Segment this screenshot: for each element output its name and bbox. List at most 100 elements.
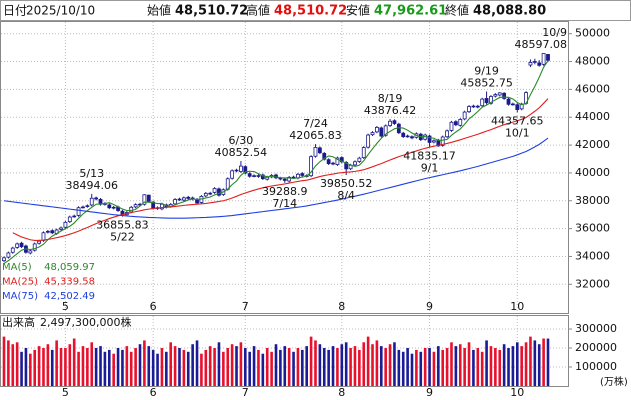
volume-bar: [270, 351, 273, 386]
volume-bar: [406, 348, 409, 386]
volume-bar: [353, 346, 357, 386]
candle-body: [89, 197, 94, 206]
volume-bar: [450, 342, 453, 386]
annotation-value: 40852.54: [215, 146, 268, 159]
volume-bar: [336, 348, 339, 386]
volume-bar: [445, 348, 449, 386]
candle-body: [410, 136, 414, 139]
candle-body: [480, 98, 485, 107]
volume-total: 2,497,300,000株: [40, 315, 131, 329]
volume-bar: [134, 348, 137, 386]
volume-bar: [217, 342, 221, 386]
candle-body: [45, 230, 50, 233]
annotation-date: 10/9: [542, 26, 567, 39]
volume-bar: [322, 348, 326, 386]
high-value: 48,510.72: [274, 4, 347, 19]
candle-body: [506, 98, 511, 105]
volume-bar: [90, 342, 94, 386]
volume-bar: [331, 346, 335, 386]
annotation-value: 39288.9: [262, 185, 308, 198]
x-tick-label: 8: [338, 386, 345, 399]
annotation-date: 8/4: [337, 189, 355, 202]
candle-body: [449, 121, 454, 131]
volume-bar: [235, 346, 238, 386]
candle-body: [392, 120, 397, 124]
volume-bar: [99, 346, 102, 386]
volume-bar: [226, 348, 230, 386]
volume-bar: [178, 348, 181, 386]
candle-body: [181, 197, 186, 201]
candle-body: [63, 221, 68, 228]
volume-bar: [81, 346, 85, 386]
volume-bar: [46, 344, 50, 386]
volume-bar: [143, 340, 146, 386]
volume-bar: [384, 348, 387, 386]
y-tick-label: 38000: [575, 194, 610, 207]
annotation-value: 48597.08: [515, 38, 568, 51]
candle-body: [81, 206, 85, 209]
volume-bar: [68, 344, 72, 386]
annotation-value: 43876.42: [364, 104, 417, 117]
annotation-value: 39850.52: [320, 177, 373, 190]
open-label: 始値: [147, 3, 171, 18]
volume-bar: [480, 351, 484, 386]
candle-body: [515, 104, 520, 110]
legend-label: MA(75): [2, 291, 38, 302]
candle-body: [247, 173, 252, 177]
volume-bar: [7, 340, 10, 386]
volume-panel: [0, 315, 569, 387]
candle-body: [383, 125, 388, 136]
candle-body: [72, 215, 77, 218]
volume-bar: [15, 342, 19, 386]
candle-body: [107, 204, 112, 209]
volume-bar: [200, 353, 203, 386]
volume-bar: [33, 349, 37, 386]
volume-bar: [112, 353, 115, 386]
legend-value: 42,502.49: [44, 291, 95, 302]
x-tick-label: 9: [426, 300, 433, 313]
volume-bar: [463, 348, 466, 386]
candle-body: [300, 173, 305, 176]
candle-body: [326, 159, 331, 164]
volume-bar: [498, 349, 502, 386]
volume-title: 出来高: [2, 315, 35, 329]
annotation-value: 36855.83: [96, 219, 149, 232]
y-tick-label: 34000: [575, 249, 610, 262]
x-tick-label: 9: [426, 386, 433, 399]
candle-body: [133, 204, 138, 208]
volume-bar: [121, 349, 124, 386]
annotation-date: 5/13: [79, 167, 104, 180]
volume-bar: [388, 344, 392, 386]
candle-body: [212, 188, 217, 193]
volume-bar: [103, 351, 107, 386]
candle-body: [458, 119, 463, 126]
volume-bar: [274, 344, 278, 386]
annotation-date: 8/19: [378, 92, 403, 105]
annotation-date: 6/30: [229, 134, 254, 147]
volume-bar: [366, 336, 370, 386]
volume-bar: [42, 348, 45, 386]
volume-bar: [292, 351, 295, 386]
volume-bar: [55, 340, 58, 386]
candle-body: [511, 103, 515, 106]
candle-body: [287, 176, 292, 182]
candle-body: [234, 169, 239, 172]
annotation-date: 7/14: [272, 197, 297, 210]
y-tick-label: 44000: [575, 110, 610, 123]
annotation-date: 5/22: [110, 231, 135, 244]
volume-bar: [340, 344, 344, 386]
candle-body: [142, 194, 147, 205]
volume-bar: [72, 338, 76, 386]
volume-bar: [467, 342, 471, 386]
volume-bar: [410, 353, 414, 386]
volume-bar: [415, 349, 418, 386]
volume-bar: [11, 344, 15, 386]
volume-bar: [257, 349, 260, 386]
candle-body: [528, 61, 533, 66]
volume-bar: [222, 351, 225, 386]
volume-bar: [59, 348, 63, 386]
x-tick-label: 5: [62, 300, 69, 313]
volume-bar: [511, 346, 515, 386]
